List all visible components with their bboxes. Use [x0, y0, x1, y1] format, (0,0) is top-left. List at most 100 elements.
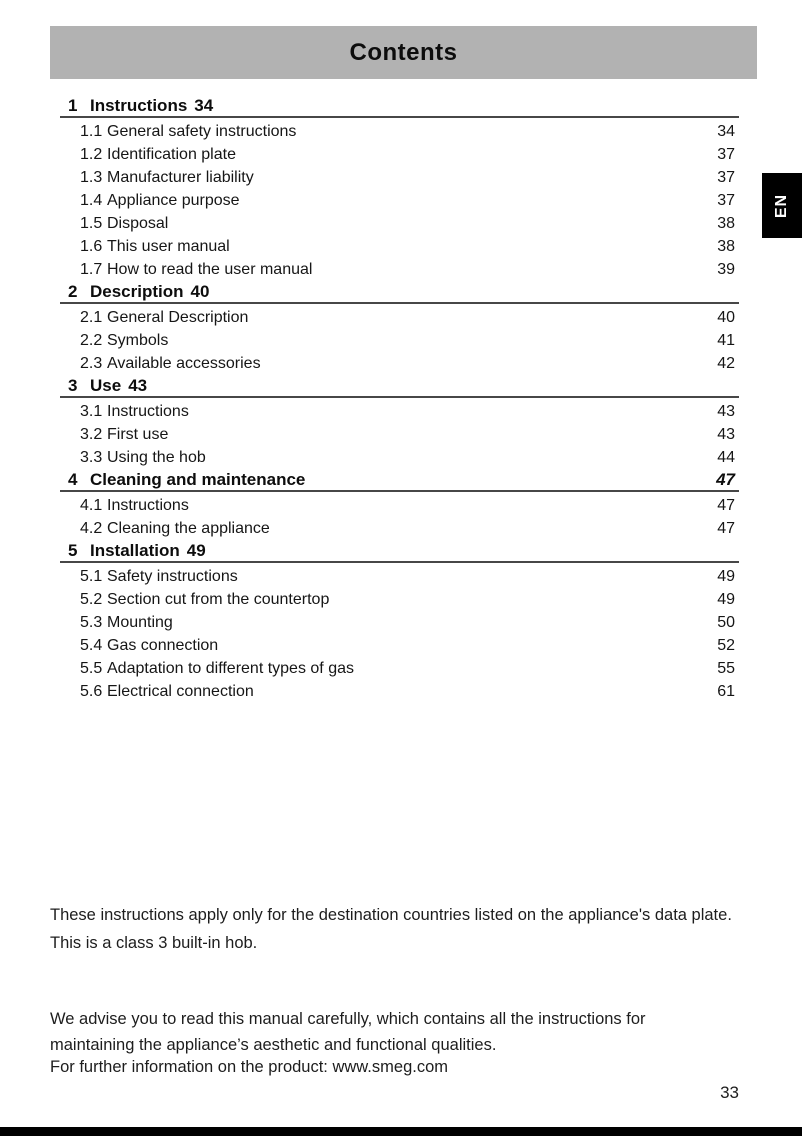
toc-entry: 5.6 Electrical connection 61	[60, 680, 739, 703]
toc-entry: 1.3 Manufacturer liability 37	[60, 166, 739, 189]
toc-entry-title: Adaptation to different types of gas	[107, 659, 354, 677]
toc-section-header: 3 Use 43	[60, 375, 739, 396]
toc-entry: 5.5 Adaptation to different types of gas…	[60, 657, 739, 680]
toc-entry-page: 49	[717, 590, 735, 608]
toc-entry-number: 1.4	[80, 191, 103, 209]
toc-entry-page: 38	[717, 214, 735, 232]
toc-entry-title: General safety instructions	[107, 122, 297, 140]
toc-entry: 1.1 General safety instructions 34	[60, 120, 739, 143]
toc-entry-title: Identification plate	[107, 145, 236, 163]
toc-entry-number: 1.6	[80, 237, 103, 255]
toc-entry-title: Safety instructions	[107, 567, 238, 585]
toc-entry: 5.4 Gas connection 52	[60, 634, 739, 657]
section-divider	[60, 302, 739, 304]
toc-entry-number: 2.2	[80, 331, 103, 349]
toc-entry-number: 5.1	[80, 567, 103, 585]
toc-entry-page: 43	[717, 425, 735, 443]
toc-section-header: 5 Installation 49	[60, 540, 739, 561]
toc-entry-title: Instructions	[107, 402, 189, 420]
toc-entry-page: 37	[717, 168, 735, 186]
toc-entry-number: 5.3	[80, 613, 103, 631]
toc-entry-number: 1.3	[80, 168, 103, 186]
toc-entry: 3.1 Instructions 43	[60, 400, 739, 423]
toc-entry: 2.3 Available accessories 42	[60, 352, 739, 375]
toc-entry-number: 5.5	[80, 659, 103, 677]
toc-section-title: Description	[90, 282, 184, 301]
note-line: We advise you to read this manual carefu…	[50, 1010, 646, 1028]
toc-section-page: 34	[194, 96, 214, 115]
toc-entry: 4.2 Cleaning the appliance 47	[60, 517, 739, 540]
toc-entry: 5.1 Safety instructions 49	[60, 565, 739, 588]
toc-entry-number: 4.1	[80, 496, 103, 514]
table-of-contents: 1 Instructions 34 1.1 General safety ins…	[60, 95, 739, 703]
toc-entry-title: Manufacturer liability	[107, 168, 254, 186]
toc-section-page: 40	[190, 282, 210, 301]
toc-entry: 1.6 This user manual 38	[60, 235, 739, 258]
page-number: 33	[720, 1083, 739, 1102]
toc-entry-title: First use	[107, 425, 169, 443]
toc-entry-title: Instructions	[107, 496, 189, 514]
note-line: maintaining the appliance’s aesthetic an…	[50, 1036, 497, 1054]
toc-entry-number: 2.3	[80, 354, 103, 372]
toc-entry-page: 47	[717, 519, 735, 537]
toc-section-number: 5	[68, 541, 78, 560]
toc-section-title: Cleaning and maintenance	[90, 470, 306, 489]
toc-entry-page: 37	[717, 145, 735, 163]
toc-section-instructions: 1 Instructions 34 1.1 General safety ins…	[60, 95, 739, 281]
section-divider	[60, 396, 739, 398]
toc-section-number: 4	[68, 470, 78, 489]
toc-entry-number: 4.2	[80, 519, 103, 537]
toc-entry-number: 3.2	[80, 425, 103, 443]
toc-entry-number: 1.2	[80, 145, 103, 163]
toc-entry-title: General Description	[107, 308, 249, 326]
toc-entry-number: 2.1	[80, 308, 103, 326]
toc-entry-page: 43	[717, 402, 735, 420]
note-line: This is a class 3 built-in hob.	[50, 934, 258, 952]
toc-entry-title: Gas connection	[107, 636, 219, 654]
toc-entry-number: 5.4	[80, 636, 103, 654]
note-destination-countries: These instructions apply only for the de…	[50, 901, 770, 957]
toc-entry-page: 37	[717, 191, 735, 209]
note-line: These instructions apply only for the de…	[50, 906, 732, 924]
toc-entry-number: 5.2	[80, 590, 103, 608]
toc-entry-page: 34	[717, 122, 735, 140]
toc-section-cleaning: 4 Cleaning and maintenance 47 4.1 Instru…	[60, 469, 739, 540]
toc-section-number: 3	[68, 376, 78, 395]
toc-entry-page: 50	[717, 613, 735, 631]
toc-entry-title: Using the hob	[107, 448, 206, 466]
toc-section-title: Instructions	[90, 96, 188, 115]
toc-entry: 2.2 Symbols 41	[60, 329, 739, 352]
toc-entry: 5.3 Mounting 50	[60, 611, 739, 634]
language-tab-label: EN	[772, 193, 790, 218]
toc-entry-page: 38	[717, 237, 735, 255]
note-read-manual: We advise you to read this manual carefu…	[50, 1006, 770, 1058]
toc-entry-title: This user manual	[107, 237, 230, 255]
section-divider	[60, 561, 739, 563]
note-line: For further information on the product: …	[50, 1058, 448, 1076]
toc-entry: 1.7 How to read the user manual 39	[60, 258, 739, 281]
toc-entry-title: Available accessories	[107, 354, 261, 372]
toc-section-page: 47	[716, 470, 735, 489]
page-title: Contents	[349, 38, 458, 66]
toc-section-page: 43	[128, 376, 148, 395]
toc-section-page: 49	[186, 541, 206, 560]
footer-bar	[0, 1127, 802, 1136]
toc-entry: 1.5 Disposal 38	[60, 212, 739, 235]
toc-entry-number: 1.1	[80, 122, 103, 140]
toc-entry-title: Symbols	[107, 331, 169, 349]
toc-section-number: 1	[68, 96, 78, 115]
language-tab: EN	[762, 173, 802, 238]
toc-entry-title: Mounting	[107, 613, 173, 631]
toc-section-description: 2 Description 40 2.1 General Description…	[60, 281, 739, 375]
note-more-info: For further information on the product: …	[50, 1054, 770, 1080]
toc-entry-number: 3.3	[80, 448, 103, 466]
toc-entry-number: 5.6	[80, 682, 103, 700]
toc-entry-page: 40	[717, 308, 735, 326]
toc-entry-page: 55	[717, 659, 735, 677]
toc-entry-page: 41	[717, 331, 735, 349]
section-divider	[60, 116, 739, 118]
toc-entry-page: 42	[717, 354, 735, 372]
toc-entry: 1.2 Identification plate 37	[60, 143, 739, 166]
toc-entry: 1.4 Appliance purpose 37	[60, 189, 739, 212]
